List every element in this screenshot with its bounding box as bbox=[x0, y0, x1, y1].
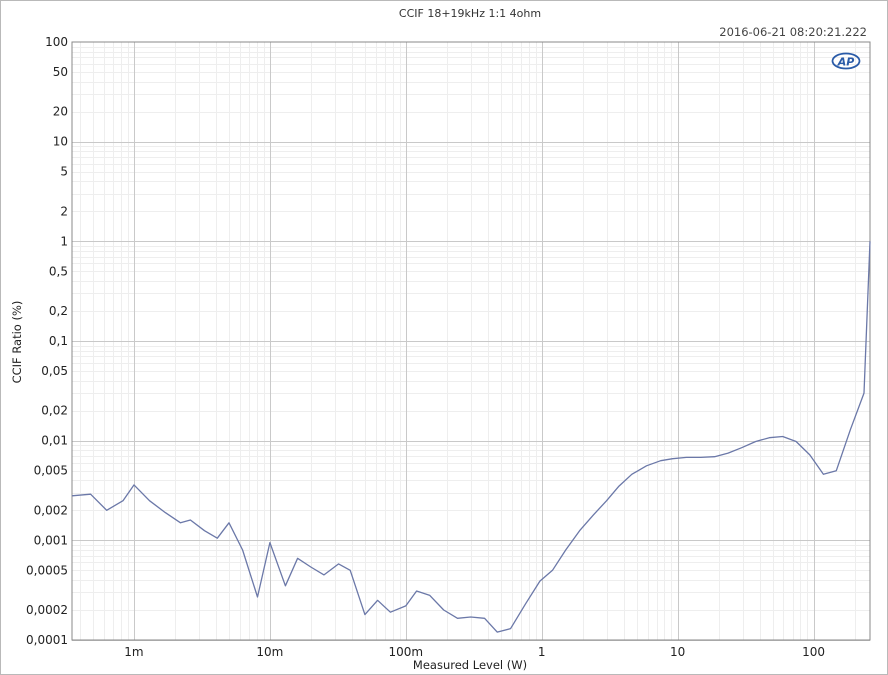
y-tick-labels: 100 50 20 10 5 2 1 0,5 0,2 0,1 0,05 0,02 0,01 0,005 0,… bbox=[26, 35, 68, 647]
y-tick-label: 0,2 bbox=[49, 304, 68, 318]
timestamp: 2016-06-21 08:20:21.222 bbox=[719, 25, 867, 39]
y-tick-label: 100 bbox=[45, 35, 68, 49]
y-tick-label: 20 bbox=[53, 105, 68, 119]
x-tick-label: 1 bbox=[538, 645, 546, 659]
major-gridlines bbox=[72, 42, 870, 641]
y-axis-label: CCIF Ratio (%) bbox=[10, 301, 24, 384]
x-tick-label: 100m bbox=[389, 645, 424, 659]
y-tick-label: 0,5 bbox=[49, 264, 68, 278]
x-tick-label: 100 bbox=[802, 645, 825, 659]
chart-title: CCIF 18+19kHz 1:1 4ohm bbox=[399, 7, 541, 20]
y-tick-label: 0,0001 bbox=[26, 633, 68, 647]
y-tick-label: 2 bbox=[60, 204, 68, 218]
y-tick-label: 1 bbox=[60, 234, 68, 248]
y-tick-label: 0,05 bbox=[41, 364, 68, 378]
y-tick-label: 50 bbox=[53, 65, 68, 79]
y-tick-label: 10 bbox=[53, 135, 68, 149]
x-axis-label: Measured Level (W) bbox=[413, 658, 527, 672]
y-tick-label: 0,001 bbox=[34, 533, 68, 547]
ap-logo: AP bbox=[831, 52, 861, 70]
x-tick-labels: 1m 10m 100m 1 10 100 bbox=[124, 645, 825, 659]
x-tick-label: 10m bbox=[256, 645, 283, 659]
y-tick-label: 0,002 bbox=[34, 503, 68, 517]
y-tick-label: 0,0005 bbox=[26, 563, 68, 577]
y-tick-label: 0,005 bbox=[34, 464, 68, 478]
y-tick-label: 5 bbox=[60, 165, 68, 179]
plot-border bbox=[71, 41, 871, 641]
ap-logo-text: AP bbox=[837, 56, 855, 69]
y-tick-label: 0,1 bbox=[49, 334, 68, 348]
series-line-ccif-ratio bbox=[71, 241, 871, 633]
x-tick-label: 10 bbox=[670, 645, 685, 659]
y-tick-label: 0,0002 bbox=[26, 603, 68, 617]
y-tick-label: 0,01 bbox=[41, 434, 68, 448]
y-tick-label: 0,02 bbox=[41, 404, 68, 418]
x-tick-label: 1m bbox=[124, 645, 143, 659]
